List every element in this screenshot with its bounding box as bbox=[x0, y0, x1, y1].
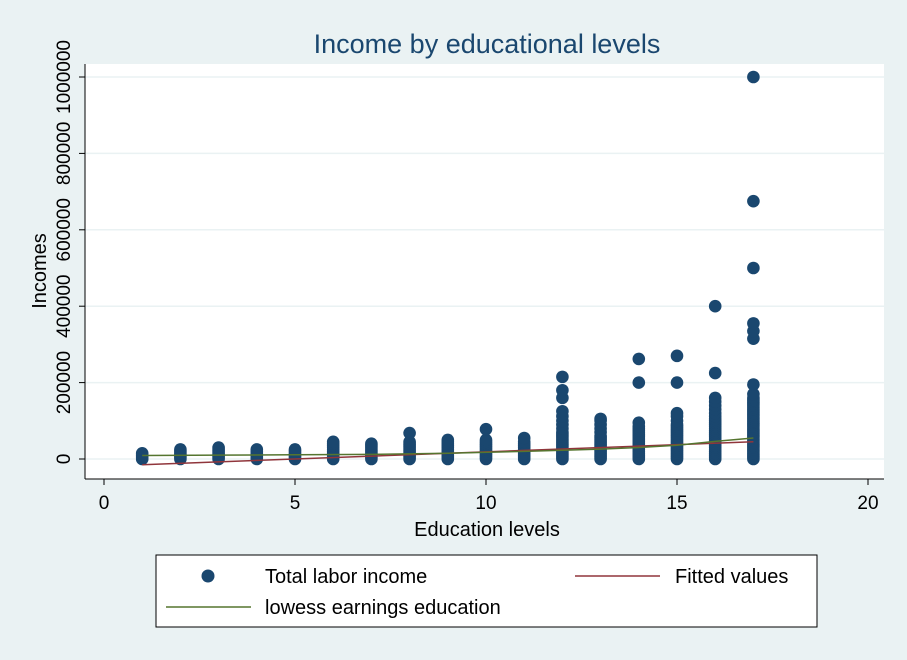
scatter-point bbox=[556, 383, 569, 397]
y-tick-label: 200000 bbox=[54, 351, 75, 414]
x-tick-label: 15 bbox=[666, 493, 687, 514]
scatter-point bbox=[708, 366, 722, 380]
scatter-point bbox=[670, 349, 684, 363]
scatter-point bbox=[747, 317, 760, 330]
scatter-point bbox=[403, 435, 416, 449]
scatter-point bbox=[747, 261, 760, 275]
scatter-point bbox=[135, 446, 149, 460]
x-tick-label: 5 bbox=[290, 493, 301, 514]
x-tick-label: 10 bbox=[475, 493, 496, 514]
legend-marker-total-labor-income bbox=[201, 569, 215, 583]
scatter-point bbox=[441, 433, 455, 447]
scatter-point bbox=[288, 443, 302, 456]
scatter-point bbox=[479, 422, 493, 436]
series-lines bbox=[142, 437, 754, 466]
legend: Total labor income Fitted values lowess … bbox=[155, 554, 818, 628]
scatter-point bbox=[174, 443, 187, 456]
scatter-point bbox=[517, 431, 531, 445]
scatter-point bbox=[594, 412, 607, 426]
scatter-point bbox=[632, 416, 646, 430]
x-axis-label: Education levels bbox=[414, 519, 560, 541]
scatter-point bbox=[670, 406, 684, 420]
scatter-point bbox=[212, 441, 225, 454]
scatter-point bbox=[747, 387, 760, 401]
x-tick-label: 0 bbox=[99, 493, 110, 514]
y-axis-label: Incomes bbox=[29, 233, 51, 309]
scatter-point bbox=[365, 437, 378, 451]
scatter-point bbox=[670, 376, 684, 389]
legend-label-lowess: lowess earnings education bbox=[265, 597, 501, 619]
x-tick-label: 20 bbox=[857, 493, 878, 514]
scatter-point bbox=[708, 299, 722, 313]
legend-label-fitted-values: Fitted values bbox=[675, 566, 788, 588]
y-tick-label: 600000 bbox=[54, 198, 75, 261]
chart-title: Income by educational levels bbox=[314, 29, 661, 59]
scatter-point bbox=[556, 404, 569, 418]
axes: 0 200000 400000 600000 800000 1000000 0 5 10 15 20 bbox=[54, 40, 884, 514]
scatter-point bbox=[403, 426, 416, 440]
scatter-point bbox=[708, 391, 722, 405]
legend-box bbox=[155, 554, 818, 628]
scatter-point bbox=[250, 443, 264, 456]
scatter-points bbox=[135, 70, 760, 466]
legend-label-total-labor-income: Total labor income bbox=[265, 566, 427, 588]
scatter-point bbox=[556, 370, 569, 384]
scatter-point bbox=[479, 433, 493, 447]
lowess-line bbox=[142, 437, 754, 457]
plot-area bbox=[85, 64, 884, 479]
scatter-point bbox=[747, 378, 760, 391]
scatter-point bbox=[632, 352, 646, 366]
y-tick-label: 1000000 bbox=[54, 40, 75, 114]
y-tick-label: 0 bbox=[54, 454, 75, 465]
scatter-point bbox=[632, 376, 646, 389]
scatter-point bbox=[326, 435, 340, 449]
scatter-point bbox=[747, 194, 760, 208]
y-tick-label: 400000 bbox=[54, 274, 75, 337]
scatter-point bbox=[747, 70, 760, 84]
y-tick-label: 800000 bbox=[54, 122, 75, 185]
